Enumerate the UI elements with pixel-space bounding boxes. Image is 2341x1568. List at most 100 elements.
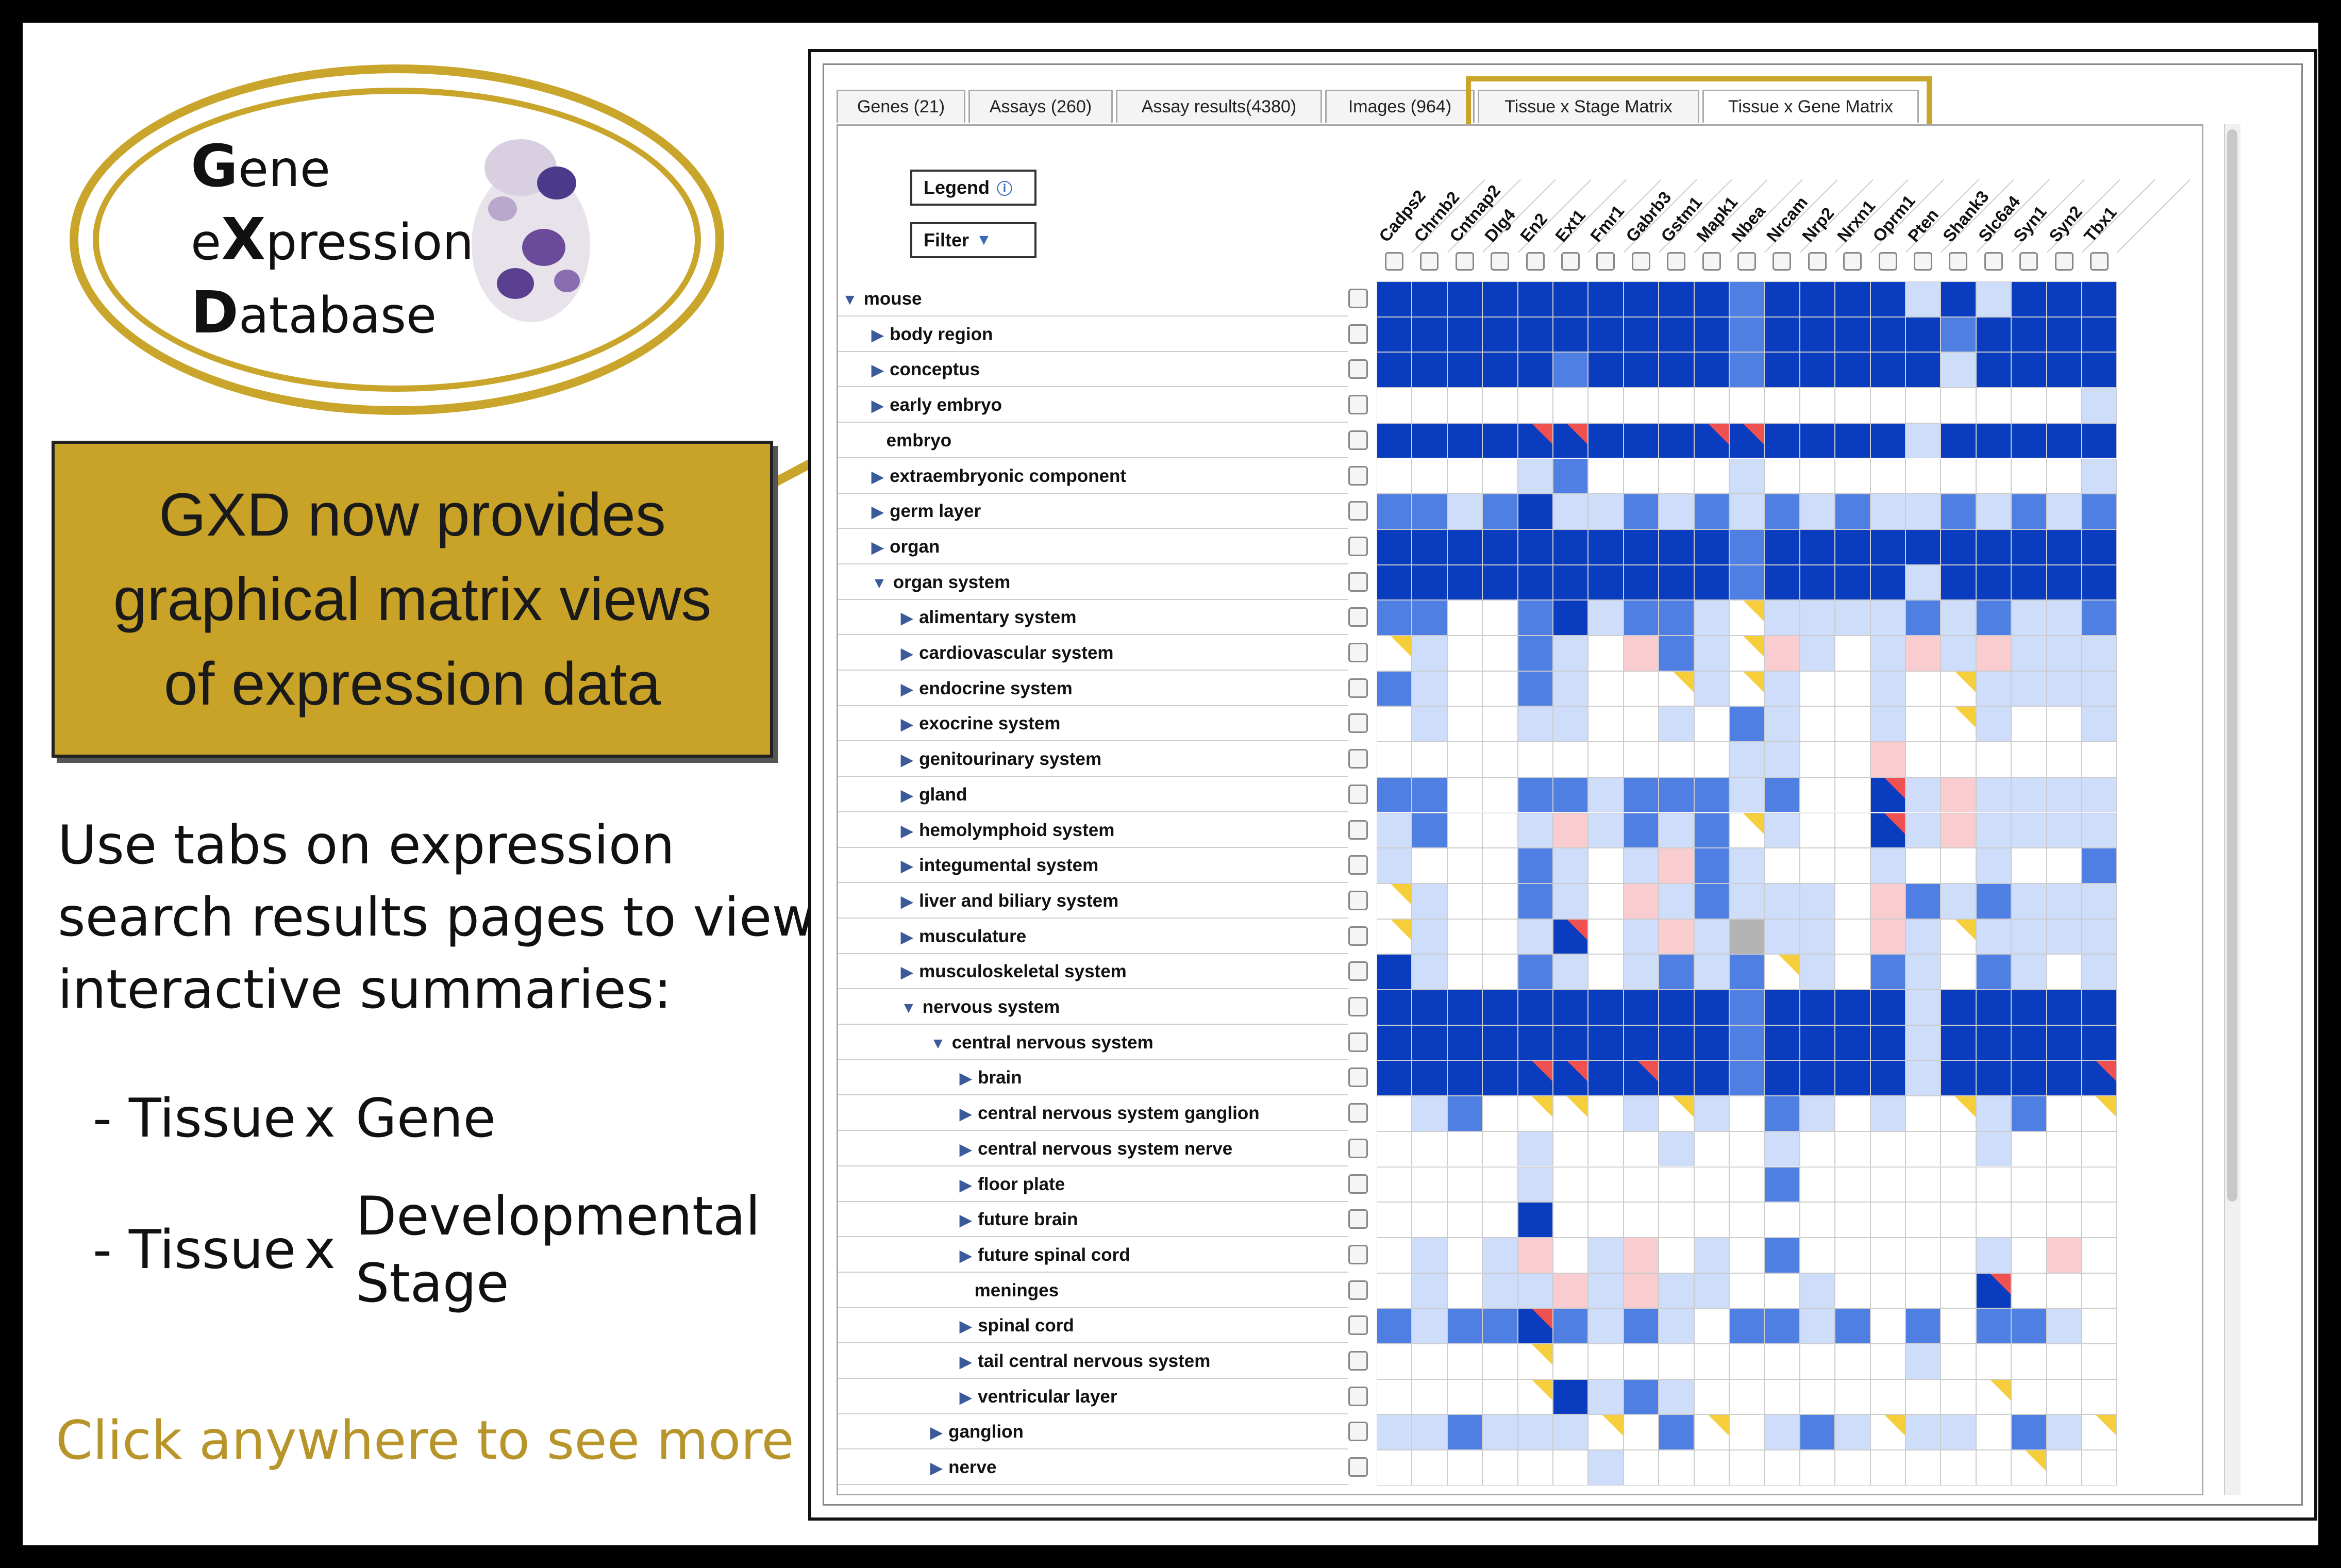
matrix-cell[interactable] (1729, 812, 1765, 848)
matrix-cell[interactable] (1377, 706, 1412, 742)
tab-tissue-stage-matrix[interactable]: Tissue x Stage Matrix (1478, 90, 1699, 123)
matrix-cell[interactable] (1659, 1273, 1694, 1309)
matrix-cell[interactable] (1447, 352, 1483, 388)
matrix-cell[interactable] (2046, 600, 2082, 636)
matrix-cell[interactable] (2046, 1273, 2082, 1309)
row-checkbox[interactable] (1348, 1422, 1368, 1442)
matrix-cell[interactable] (1412, 281, 1447, 317)
matrix-cell[interactable] (2011, 1096, 2047, 1131)
gene-checkbox[interactable] (1878, 252, 1897, 271)
matrix-cell[interactable] (1447, 423, 1483, 459)
matrix-cell[interactable] (2046, 281, 2082, 317)
matrix-cell[interactable] (1553, 706, 1588, 742)
matrix-cell[interactable] (1835, 352, 1870, 388)
matrix-cell[interactable] (2011, 954, 2047, 990)
matrix-cell[interactable] (1905, 812, 1941, 848)
matrix-cell[interactable] (1941, 316, 1976, 353)
matrix-cell[interactable] (1623, 919, 1659, 955)
matrix-cell[interactable] (1835, 990, 1870, 1025)
matrix-cell[interactable] (1553, 848, 1588, 883)
matrix-cell[interactable] (1447, 742, 1483, 777)
row-checkbox[interactable] (1348, 1209, 1368, 1229)
matrix-cell[interactable] (1377, 1414, 1412, 1450)
matrix-cell[interactable] (2011, 494, 2047, 529)
matrix-cell[interactable] (1588, 1379, 1624, 1415)
screenshot-panel[interactable]: Genes (21) Assays (260) Assay results(43… (808, 49, 2317, 1521)
matrix-cell[interactable] (1694, 742, 1729, 777)
matrix-cell[interactable] (1799, 388, 1835, 423)
matrix-cell[interactable] (2011, 671, 2047, 707)
gene-header[interactable]: Fmr1 (1586, 201, 1628, 246)
matrix-cell[interactable] (1729, 954, 1765, 990)
matrix-cell[interactable] (1588, 954, 1624, 990)
matrix-cell[interactable] (1412, 529, 1447, 565)
matrix-cell[interactable] (1905, 600, 1941, 636)
matrix-cell[interactable] (1412, 990, 1447, 1025)
matrix-cell[interactable] (1659, 954, 1694, 990)
matrix-cell[interactable] (1835, 954, 1870, 990)
matrix-cell[interactable] (1588, 1273, 1624, 1309)
matrix-cell[interactable] (1482, 423, 1518, 459)
matrix-cell[interactable] (1623, 494, 1659, 529)
tissue-label[interactable]: ▶ early embryo (872, 395, 1002, 415)
matrix-cell[interactable] (1377, 883, 1412, 919)
matrix-cell[interactable] (1482, 1131, 1518, 1167)
matrix-cell[interactable] (1694, 1450, 1729, 1486)
matrix-cell[interactable] (1659, 1308, 1694, 1344)
matrix-cell[interactable] (1412, 954, 1447, 990)
matrix-cell[interactable] (1659, 1166, 1694, 1203)
matrix-cell[interactable] (1870, 388, 1905, 423)
matrix-cell[interactable] (1976, 388, 2012, 423)
matrix-cell[interactable] (1588, 1131, 1624, 1167)
expand-arrow-icon[interactable]: ▶ (960, 1212, 972, 1229)
matrix-cell[interactable] (1870, 1344, 1905, 1379)
callout-box[interactable]: GXD now provides graphical matrix views … (52, 441, 773, 758)
matrix-cell[interactable] (2046, 494, 2082, 529)
matrix-cell[interactable] (1764, 529, 1800, 565)
matrix-cell[interactable] (1905, 706, 1941, 742)
matrix-cell[interactable] (1799, 671, 1835, 707)
matrix-cell[interactable] (1941, 1308, 1976, 1344)
matrix-cell[interactable] (1377, 1060, 1412, 1096)
matrix-cell[interactable] (1447, 990, 1483, 1025)
matrix-cell[interactable] (1870, 600, 1905, 636)
matrix-cell[interactable] (2046, 316, 2082, 353)
matrix-cell[interactable] (1447, 1344, 1483, 1379)
matrix-cell[interactable] (1377, 281, 1412, 317)
matrix-cell[interactable] (1799, 954, 1835, 990)
matrix-cell[interactable] (1553, 458, 1588, 494)
matrix-cell[interactable] (1976, 1379, 2012, 1415)
matrix-cell[interactable] (1482, 812, 1518, 848)
matrix-cell[interactable] (1729, 636, 1765, 671)
matrix-cell[interactable] (1377, 600, 1412, 636)
collapse-arrow-icon[interactable]: ▼ (872, 574, 887, 592)
matrix-cell[interactable] (1694, 316, 1729, 353)
matrix-cell[interactable] (2046, 1202, 2082, 1238)
tab-assays[interactable]: Assays (260) (968, 90, 1113, 123)
matrix-cell[interactable] (1694, 1308, 1729, 1344)
matrix-cell[interactable] (2011, 1025, 2047, 1061)
matrix-cell[interactable] (1553, 636, 1588, 671)
matrix-cell[interactable] (1941, 1273, 1976, 1309)
matrix-cell[interactable] (1659, 600, 1694, 636)
matrix-cell[interactable] (1412, 1202, 1447, 1238)
matrix-cell[interactable] (1447, 1202, 1483, 1238)
matrix-cell[interactable] (1412, 812, 1447, 848)
matrix-cell[interactable] (1482, 1060, 1518, 1096)
matrix-cell[interactable] (1799, 1344, 1835, 1379)
matrix-cell[interactable] (1623, 812, 1659, 848)
matrix-cell[interactable] (2011, 1344, 2047, 1379)
matrix-cell[interactable] (1517, 1060, 1553, 1096)
matrix-cell[interactable] (1870, 777, 1905, 813)
matrix-cell[interactable] (1764, 1308, 1800, 1344)
matrix-cell[interactable] (1447, 812, 1483, 848)
expand-arrow-icon[interactable] (872, 433, 880, 450)
matrix-cell[interactable] (2082, 1060, 2117, 1096)
filter-button[interactable]: Filter ▼ (910, 222, 1036, 258)
matrix-cell[interactable] (2082, 281, 2117, 317)
matrix-cell[interactable] (2082, 1202, 2117, 1238)
matrix-cell[interactable] (2082, 954, 2117, 990)
matrix-cell[interactable] (1623, 1273, 1659, 1309)
matrix-cell[interactable] (2082, 883, 2117, 919)
matrix-cell[interactable] (1976, 883, 2012, 919)
